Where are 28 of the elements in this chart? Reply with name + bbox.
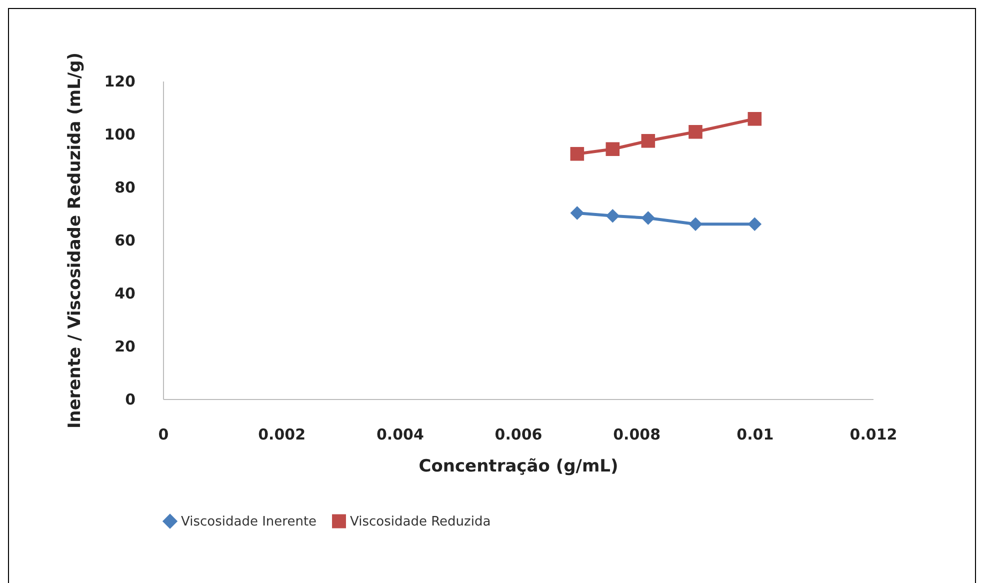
y-tick-label: 20: [114, 338, 136, 356]
y-tick-label: 100: [104, 126, 136, 144]
x-tick-label: 0.006: [494, 426, 542, 444]
point: [748, 217, 762, 231]
x-tick-label: 0: [158, 426, 169, 444]
point: [570, 146, 584, 161]
x-tick-label: 0.002: [258, 426, 306, 444]
point: [606, 142, 620, 156]
point: [641, 211, 656, 225]
point: [688, 124, 702, 139]
y-tick-label: 120: [104, 72, 136, 90]
y-axis-title: Inerente / Viscosidade Reduzida (mL/g): [65, 52, 86, 429]
x-tick-label: 0.01: [736, 426, 774, 444]
legend-label: Viscosidade Inerente: [181, 514, 317, 530]
x-tick-label: 0.004: [376, 426, 424, 444]
x-tick-label: 0.012: [850, 426, 898, 444]
x-axis-title: Concentração (g/mL): [418, 456, 618, 476]
point: [688, 217, 702, 231]
y-tick-label: 60: [114, 232, 136, 250]
x-tick-label: 0.008: [613, 426, 661, 444]
point: [748, 112, 762, 126]
point: [606, 208, 620, 223]
y-tick-label: 40: [114, 284, 136, 302]
point: [641, 134, 656, 148]
legend-label: Viscosidade Reduzida: [350, 514, 491, 530]
point: [570, 206, 584, 220]
y-tick-label: 0: [125, 390, 136, 408]
y-tick-label: 80: [114, 178, 136, 196]
